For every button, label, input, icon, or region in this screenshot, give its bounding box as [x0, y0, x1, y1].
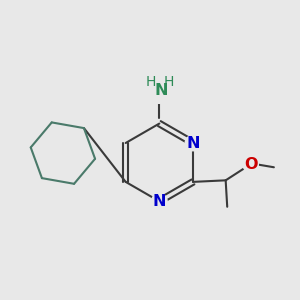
Circle shape	[147, 79, 172, 103]
Text: N: N	[186, 136, 200, 151]
Text: H: H	[164, 75, 174, 88]
Circle shape	[185, 135, 201, 151]
Text: H: H	[146, 75, 156, 88]
Text: N: N	[153, 194, 166, 209]
Circle shape	[243, 156, 258, 172]
Text: N: N	[154, 83, 168, 98]
Circle shape	[152, 194, 167, 209]
Text: O: O	[244, 157, 257, 172]
